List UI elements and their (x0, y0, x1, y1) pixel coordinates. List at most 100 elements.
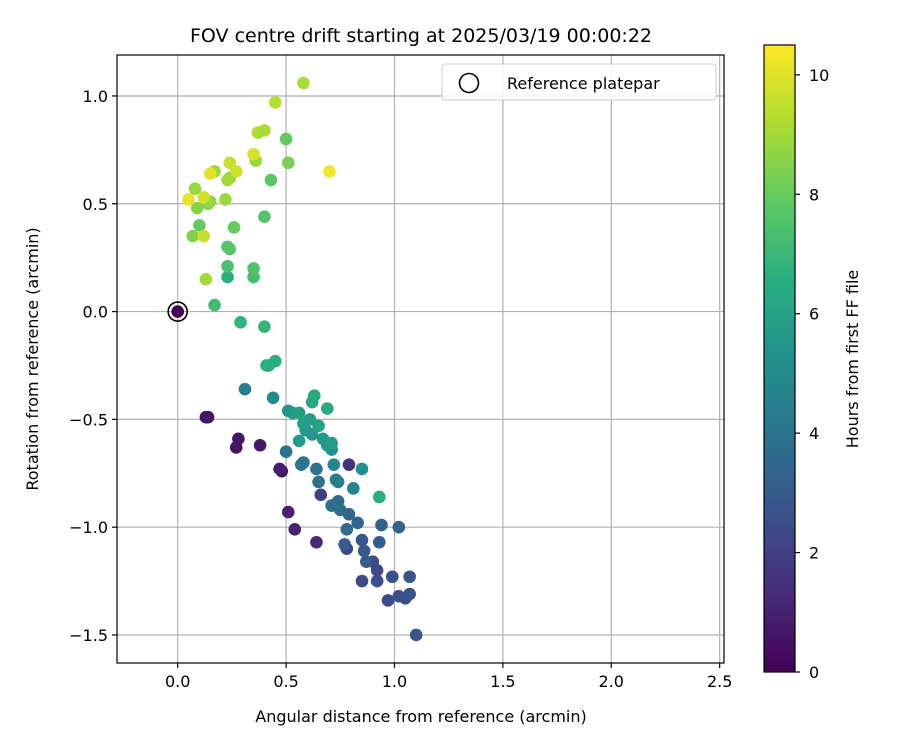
data-point (203, 167, 217, 180)
y-tick-label: −0.5 (69, 410, 108, 429)
data-point (409, 628, 423, 642)
data-point (201, 410, 215, 424)
data-point (219, 193, 232, 206)
data-point (333, 503, 347, 517)
data-point (312, 475, 325, 489)
data-point (279, 132, 293, 146)
x-tick-label: 0.0 (165, 672, 190, 691)
data-point (273, 462, 286, 476)
data-point (381, 594, 395, 607)
data-point (223, 242, 237, 256)
data-point (338, 538, 351, 551)
colorbar-tick-label: 0 (809, 663, 819, 682)
data-point (281, 505, 295, 519)
legend-entry-label: Reference platepar (507, 74, 660, 93)
data-point (223, 156, 237, 170)
data-point (323, 165, 336, 178)
data-point (360, 555, 373, 568)
reference-platepar-marker (167, 301, 188, 322)
data-point (355, 533, 369, 547)
x-tick-label: 1.0 (382, 672, 407, 691)
data-point (370, 574, 384, 588)
data-point (258, 210, 271, 224)
data-point (375, 518, 388, 532)
data-point (329, 473, 343, 487)
data-point (370, 563, 384, 577)
data-point (292, 434, 306, 448)
data-point (171, 305, 184, 318)
data-point (403, 587, 416, 601)
data-point (342, 458, 356, 471)
data-point (186, 229, 200, 243)
y-axis-ticks: −1.5 −1.0 −0.5 0.0 0.5 1.0 (69, 87, 117, 645)
legend-box (441, 63, 717, 101)
data-point (229, 441, 243, 454)
data-point (197, 229, 211, 243)
data-point (234, 316, 247, 329)
y-tick-label: 0.0 (83, 303, 108, 322)
data-point (253, 438, 267, 452)
data-point (292, 406, 306, 420)
data-point (190, 201, 204, 215)
data-point (247, 147, 260, 161)
colorbar-tick-label: 6 (809, 305, 819, 324)
y-tick-label: −1.5 (69, 626, 108, 645)
data-point (238, 382, 252, 396)
data-point (310, 535, 323, 549)
data-point (281, 156, 295, 170)
colorbar-tick-label: 8 (809, 185, 819, 204)
data-point (327, 458, 341, 471)
data-point (258, 320, 271, 333)
x-tick-label: 1.5 (490, 672, 515, 691)
x-tick-label: 0.5 (273, 672, 298, 691)
data-point (355, 574, 369, 588)
data-point (340, 523, 354, 536)
data-point (258, 124, 271, 137)
data-point (373, 535, 386, 549)
data-point (403, 570, 416, 584)
chart-title: FOV centre drift starting at 2025/03/19 … (190, 25, 652, 47)
data-point (386, 570, 399, 584)
data-point (288, 523, 302, 536)
data-point (351, 516, 364, 530)
scatter-points (171, 76, 423, 642)
data-point (297, 76, 310, 90)
data-point (325, 436, 338, 450)
data-point (247, 270, 260, 284)
x-gridlines (177, 55, 721, 663)
data-point (227, 221, 241, 234)
colorbar-ticks: 0 2 4 6 8 10 (795, 66, 829, 682)
data-point (314, 488, 328, 502)
data-point (268, 354, 282, 368)
legend: Reference platepar (441, 63, 717, 101)
colorbar-tick-label: 4 (809, 424, 819, 443)
data-point (392, 520, 406, 534)
data-point (221, 259, 234, 273)
data-point (320, 402, 334, 415)
data-point (355, 462, 369, 476)
data-point (266, 391, 280, 405)
x-axis-ticks: 0.0 0.5 1.0 1.5 2.0 2.5 (165, 663, 732, 691)
colorbar-label: Hours from first FF file (843, 270, 862, 449)
data-point (346, 482, 360, 495)
colorbar-gradient (764, 45, 795, 672)
data-point (357, 544, 371, 558)
data-point (193, 219, 206, 232)
colorbar: 0 2 4 6 8 10 Hours from first FF file (763, 44, 862, 682)
y-tick-label: 1.0 (83, 87, 108, 106)
y-tick-label: 0.5 (83, 195, 108, 214)
data-point (197, 190, 211, 204)
data-point (307, 389, 321, 402)
colorbar-tick-label: 2 (809, 544, 819, 563)
data-point (264, 173, 278, 187)
colorbar-frame (763, 44, 796, 673)
data-point (312, 419, 325, 433)
data-point (199, 272, 213, 286)
x-axis-label: Angular distance from reference (arcmin) (255, 707, 586, 726)
legend-marker-icon (458, 72, 480, 94)
data-point (221, 173, 234, 187)
data-point (188, 182, 202, 195)
plot-frame (116, 54, 725, 664)
x-tick-label: 2.0 (599, 672, 624, 691)
